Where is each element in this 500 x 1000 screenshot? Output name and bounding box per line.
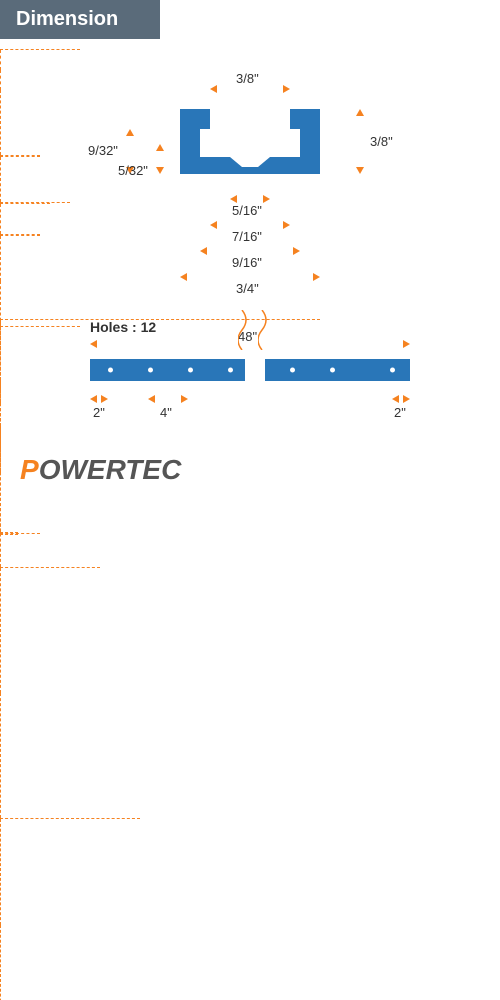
dim-2-left: 2" bbox=[93, 405, 105, 420]
track-profile-shape bbox=[180, 109, 320, 174]
arrow-icon bbox=[263, 195, 270, 203]
arrow-icon bbox=[356, 109, 364, 116]
dim-top-opening: 3/8" bbox=[236, 71, 259, 86]
logo-rest: OWERTEC bbox=[39, 454, 182, 485]
arrow-icon bbox=[283, 221, 290, 229]
ext-line bbox=[0, 693, 1, 818]
arrow-icon bbox=[210, 85, 217, 93]
dim-overall-height: 3/8" bbox=[370, 134, 393, 149]
arrow-icon bbox=[293, 247, 300, 255]
ext-line bbox=[0, 320, 1, 380]
arrow-icon bbox=[313, 273, 320, 281]
dim-4: 4" bbox=[160, 405, 172, 420]
ext-line bbox=[0, 819, 1, 925]
arrow-icon bbox=[156, 167, 164, 174]
track-bar-right bbox=[265, 359, 410, 381]
track-bar-left bbox=[90, 359, 245, 381]
hole-circle bbox=[188, 368, 193, 373]
ext-line bbox=[0, 380, 1, 403]
dim-9-32: 9/32" bbox=[88, 143, 118, 158]
arrow-icon bbox=[156, 144, 164, 151]
ext-line bbox=[0, 403, 1, 426]
arrow-icon bbox=[210, 221, 217, 229]
arrow-icon bbox=[200, 247, 207, 255]
arrow-icon bbox=[90, 395, 97, 403]
hole-circle bbox=[290, 368, 295, 373]
side-view-diagram: Holes : 12 48" 2" 4" 2" bbox=[0, 319, 500, 429]
arrow-icon bbox=[181, 395, 188, 403]
hole-circle bbox=[228, 368, 233, 373]
dim-2-right: 2" bbox=[394, 405, 406, 420]
ext-line bbox=[0, 449, 1, 472]
brand-logo: POWERTEC bbox=[20, 454, 181, 486]
arrow-icon bbox=[90, 340, 97, 348]
ext-line bbox=[0, 472, 1, 532]
arrow-icon bbox=[283, 85, 290, 93]
profile-svg bbox=[0, 49, 500, 309]
hole-circle bbox=[108, 368, 113, 373]
ext-line bbox=[0, 426, 1, 449]
hole-circle bbox=[390, 368, 395, 373]
arrow-icon bbox=[403, 340, 410, 348]
hole-circle bbox=[330, 368, 335, 373]
arrow-icon bbox=[148, 395, 155, 403]
dim-9-16: 9/16" bbox=[232, 255, 262, 270]
arrow-icon bbox=[392, 395, 399, 403]
dim-7-16: 7/16" bbox=[232, 229, 262, 244]
break-mark-icon bbox=[238, 310, 256, 350]
arrow-icon bbox=[403, 395, 410, 403]
holes-count-label: Holes : 12 bbox=[90, 319, 156, 335]
arrow-icon bbox=[126, 129, 134, 136]
cross-section-diagram: 3/8" 3/8" 9/32" 5/32" 5/16" 7/16" 9/16" … bbox=[0, 49, 500, 299]
break-mark-icon bbox=[258, 310, 276, 350]
arrow-icon bbox=[356, 167, 364, 174]
dim-line-2-right bbox=[0, 534, 18, 535]
dim-3-4: 3/4" bbox=[236, 281, 259, 296]
header-band: Dimension bbox=[0, 0, 160, 39]
ext-line bbox=[0, 925, 1, 1000]
arrow-icon bbox=[230, 195, 237, 203]
dim-5-32: 5/32" bbox=[118, 163, 148, 178]
arrow-icon bbox=[101, 395, 108, 403]
arrow-icon bbox=[180, 273, 187, 281]
header-title: Dimension bbox=[16, 8, 118, 30]
dim-line-9-16 bbox=[0, 567, 100, 568]
dim-5-16: 5/16" bbox=[232, 203, 262, 218]
dim-line-3-4 bbox=[0, 818, 140, 819]
hole-circle bbox=[148, 368, 153, 373]
ext-line bbox=[0, 568, 1, 693]
logo-prefix: P bbox=[20, 454, 39, 485]
